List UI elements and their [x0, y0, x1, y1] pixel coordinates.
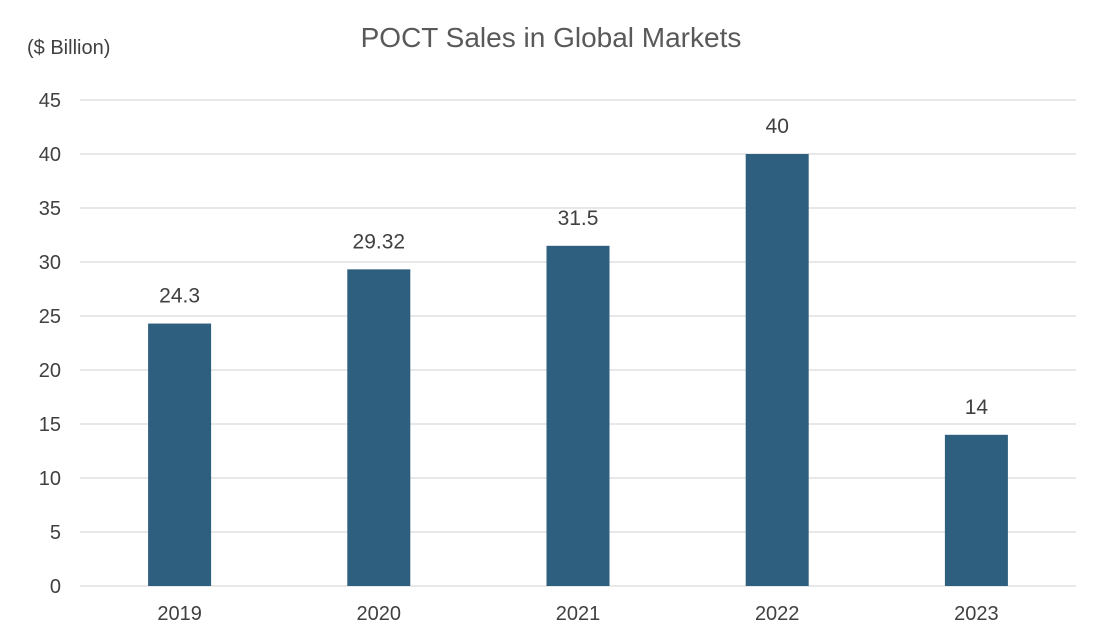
- bar-2023: [944, 434, 1008, 586]
- data-label-2023: 14: [965, 396, 989, 419]
- bar-2019: [148, 323, 212, 586]
- x-tick-label-2021: 2021: [556, 603, 601, 625]
- bar-2020: [347, 269, 411, 586]
- x-axis-ticks: 2019 2020 2021 2022 2023: [157, 603, 998, 625]
- bar-2022: [745, 154, 809, 586]
- data-labels: 24.3 29.32 31.5 40 14: [159, 115, 988, 419]
- x-tick-label-2019: 2019: [157, 603, 202, 625]
- data-label-2019: 24.3: [159, 285, 200, 308]
- x-tick-label-2023: 2023: [954, 603, 999, 625]
- data-label-2021: 31.5: [558, 207, 599, 230]
- chart-title: POCT Sales in Global Markets: [361, 22, 742, 53]
- y-tick-label: 20: [39, 360, 61, 382]
- y-tick-label: 10: [39, 468, 61, 490]
- data-label-2022: 40: [766, 115, 789, 138]
- y-tick-label: 25: [39, 306, 61, 328]
- y-tick-label: 30: [39, 252, 61, 274]
- bar-2021: [546, 245, 610, 587]
- y-tick-label: 40: [39, 144, 61, 166]
- y-tick-label: 45: [39, 90, 61, 112]
- data-label-2020: 29.32: [353, 230, 406, 253]
- bars: [148, 154, 1008, 587]
- y-tick-label: 35: [39, 198, 61, 220]
- y-tick-label: 15: [39, 414, 61, 436]
- y-axis-ticks: 0 5 10 15 20 25 30 35 40 45: [39, 90, 61, 598]
- y-axis-unit-label: ($ Billion): [27, 37, 110, 59]
- x-tick-label-2020: 2020: [357, 603, 402, 625]
- x-tick-label-2022: 2022: [755, 603, 800, 625]
- y-tick-label: 0: [50, 576, 61, 598]
- y-tick-label: 5: [50, 522, 61, 544]
